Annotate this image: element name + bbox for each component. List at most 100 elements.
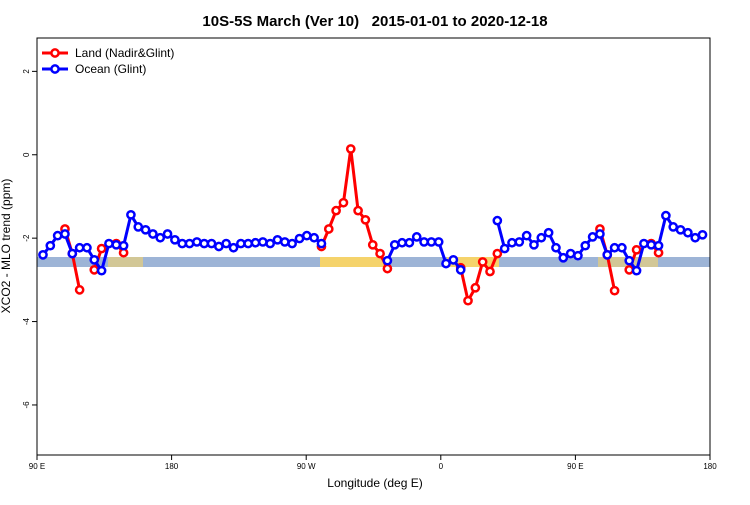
data-point: [257, 237, 268, 247]
data-point: [170, 234, 180, 245]
data-point: [367, 239, 378, 250]
y-tick-label: -2: [22, 234, 31, 242]
data-point: [455, 265, 466, 275]
data-point: [126, 209, 136, 220]
data-point: [148, 229, 158, 239]
x-tick-label: 0: [439, 462, 444, 471]
data-point: [96, 265, 107, 276]
x-tick-label: 180: [165, 462, 179, 471]
data-point: [697, 229, 708, 240]
data-point: [573, 250, 583, 261]
data-point: [228, 242, 239, 253]
data-point: [441, 258, 451, 269]
data-point: [353, 205, 363, 216]
data-point: [104, 238, 114, 249]
data-point: [82, 242, 92, 253]
data-point: [617, 242, 627, 253]
data-point: [60, 229, 70, 239]
data-point: [184, 238, 195, 249]
data-point: [375, 248, 385, 259]
data-point: [558, 252, 569, 263]
data-point: [96, 243, 107, 254]
data-point: [477, 257, 488, 267]
y-tick-label: -4: [22, 317, 31, 325]
data-point: [499, 243, 510, 254]
data-point: [624, 255, 635, 266]
data-point: [609, 285, 620, 296]
data-point: [74, 285, 85, 295]
chart-title: 10S-5S March (Ver 10) 2015-01-01 to 2020…: [202, 13, 547, 30]
data-point: [514, 237, 525, 247]
land-band: [320, 257, 385, 267]
data-point: [331, 205, 341, 216]
data-point: [492, 248, 503, 259]
data-point: [316, 238, 327, 249]
data-point: [404, 237, 415, 248]
y-tick-label: 0: [22, 152, 31, 157]
x-tick-label: 90 W: [297, 462, 316, 471]
legend-marker: [50, 64, 60, 74]
data-point: [52, 230, 63, 241]
data-point: [639, 238, 649, 249]
data-point: [661, 210, 671, 221]
data-point: [140, 224, 151, 235]
data-point: [646, 239, 657, 250]
data-point: [111, 239, 122, 250]
data-point: [162, 229, 173, 239]
data-point: [338, 197, 349, 208]
data-point: [250, 237, 261, 248]
data-point: [536, 232, 547, 243]
data-point: [89, 254, 100, 265]
data-point: [470, 282, 481, 293]
land-band: [108, 257, 143, 267]
data-point: [382, 263, 393, 274]
x-tick-label: 90 E: [567, 462, 583, 471]
data-point: [551, 242, 561, 253]
x-tick-label: 90 E: [29, 462, 45, 471]
y-tick-label: -6: [22, 401, 31, 409]
data-point: [221, 238, 232, 249]
data-point: [602, 249, 613, 260]
data-point: [265, 238, 276, 249]
data-point: [67, 248, 78, 259]
data-point: [543, 227, 554, 238]
data-point: [382, 255, 393, 266]
data-point: [463, 295, 473, 306]
data-point: [411, 232, 422, 242]
data-point: [360, 214, 371, 225]
data-point: [492, 215, 503, 226]
data-point: [521, 230, 532, 241]
data-point: [529, 239, 539, 250]
data-point: [580, 240, 591, 251]
data-point: [653, 240, 664, 251]
data-point: [485, 266, 495, 277]
x-axis-label: Longitude (deg E): [327, 476, 422, 490]
land-band: [447, 257, 499, 267]
data-point: [624, 265, 635, 275]
y-axis-label: XCO2 - MLO trend (ppm): [0, 179, 13, 314]
data-point: [309, 232, 319, 243]
data-point: [595, 229, 605, 239]
data-point: [433, 237, 444, 247]
data-point: [345, 144, 356, 154]
legend-label: Ocean (Glint): [75, 62, 146, 76]
data-point: [631, 244, 642, 255]
data-point: [243, 238, 254, 249]
data-point: [118, 240, 129, 251]
x-tick-label: 180: [703, 462, 717, 471]
legend-label: Land (Nadir&Glint): [75, 46, 174, 60]
data-point: [448, 254, 459, 265]
data-point: [38, 249, 48, 260]
data-point: [155, 232, 166, 243]
data-point: [192, 237, 202, 247]
data-point: [323, 224, 334, 234]
data-point: [507, 237, 517, 248]
data-point: [279, 237, 290, 247]
data-point: [89, 265, 100, 275]
legend-marker: [50, 48, 60, 58]
data-point: [45, 240, 56, 251]
data-point: [631, 265, 642, 276]
y-tick-label: 2: [22, 69, 31, 74]
